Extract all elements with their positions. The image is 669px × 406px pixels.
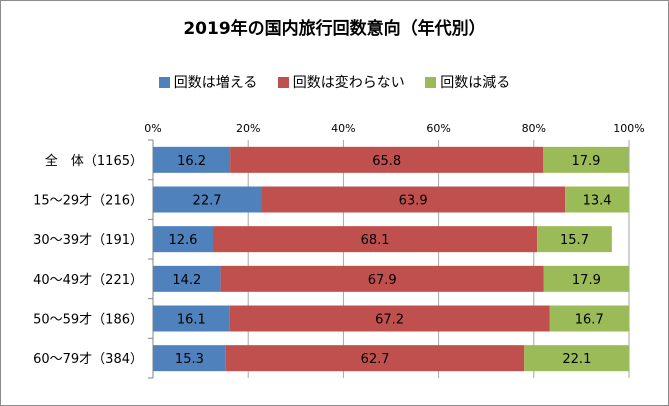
- bar-segment: [153, 265, 221, 292]
- data-label: 16.7: [575, 313, 604, 328]
- bar-segment: [230, 146, 544, 173]
- data-label: 68.1: [361, 233, 390, 248]
- data-label: 12.6: [169, 233, 198, 248]
- legend-item-increase: 回数は増える: [158, 72, 258, 92]
- legend-item-decrease: 回数は減る: [425, 72, 510, 92]
- bar-segment: [549, 305, 629, 332]
- bar-segment: [153, 226, 213, 253]
- data-label: 63.9: [399, 194, 428, 209]
- data-label: 22.1: [562, 352, 591, 367]
- x-tick-label: 0%: [144, 122, 161, 135]
- bar-segment: [229, 305, 550, 332]
- bar-segment: [220, 265, 544, 292]
- category-label: 50～59才（186）: [33, 313, 143, 328]
- x-tick-label: 100%: [613, 122, 644, 135]
- bar-segment: [153, 305, 230, 332]
- data-label: 16.2: [177, 154, 206, 169]
- data-label: 65.8: [372, 154, 401, 169]
- x-tick-label: 40%: [331, 122, 355, 135]
- legend-swatch-decrease: [425, 77, 437, 88]
- x-tick-label: 20%: [236, 122, 260, 135]
- bar-segment: [524, 345, 630, 372]
- legend-label-decrease: 回数は減る: [440, 75, 511, 91]
- data-label: 13.4: [583, 194, 612, 209]
- bar-segment: [261, 186, 566, 213]
- bar-segment: [225, 345, 525, 372]
- legend-label-increase: 回数は増える: [173, 75, 258, 91]
- legend-swatch-increase: [158, 77, 170, 88]
- bar-segment: [543, 265, 629, 292]
- chart-title: 2019年の国内旅行回数意向（年代別）: [183, 19, 486, 39]
- legend-label-same: 回数は変わらない: [292, 75, 405, 91]
- bar-segment: [153, 146, 231, 173]
- data-label: 16.1: [177, 313, 206, 328]
- bar-segment: [153, 186, 262, 213]
- data-label: 17.9: [571, 154, 600, 169]
- data-label: 67.9: [368, 273, 397, 288]
- category-label: 15～29才（216）: [33, 194, 143, 209]
- bar-segment: [543, 146, 629, 173]
- x-tick-label: 80%: [522, 122, 546, 135]
- data-label: 14.2: [172, 273, 201, 288]
- bar-segment: [212, 226, 538, 253]
- bar-segment: [565, 186, 629, 213]
- x-tick-label: 60%: [426, 122, 450, 135]
- category-label: 30～39才（191）: [33, 233, 143, 248]
- data-label: 15.7: [560, 233, 589, 248]
- chart-legend: 回数は増える 回数は変わらない 回数は減る: [0, 72, 669, 92]
- category-label: 全 体（1165）: [45, 153, 143, 169]
- data-label: 62.7: [361, 352, 390, 367]
- category-label: 60～79才（384）: [33, 352, 143, 367]
- data-label: 17.9: [572, 273, 601, 288]
- data-label: 22.7: [193, 194, 222, 209]
- legend-item-same: 回数は変わらない: [277, 72, 405, 92]
- data-label: 15.3: [175, 352, 204, 367]
- bar-segment: [537, 226, 612, 253]
- data-label: 67.2: [375, 313, 404, 328]
- bar-segment: [153, 345, 226, 372]
- legend-swatch-same: [277, 77, 289, 88]
- category-label: 40～49才（221）: [33, 273, 143, 288]
